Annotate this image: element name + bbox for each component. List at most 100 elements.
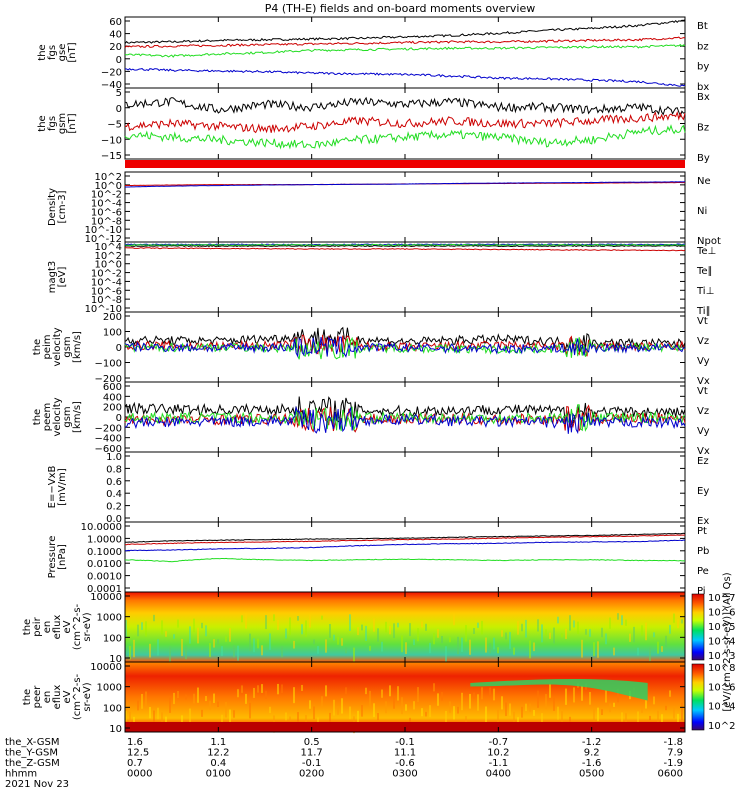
legend-Vt: Vt	[697, 316, 708, 327]
spectrogram-streak	[213, 639, 215, 648]
spectrogram-streak	[337, 637, 339, 645]
series-Bz	[124, 110, 686, 134]
spectrogram-streak	[157, 639, 159, 656]
legend-Vz: Vz	[697, 336, 709, 347]
spectrogram-streak	[173, 692, 175, 705]
spectrogram-streak	[297, 711, 299, 728]
spectrogram-streak	[481, 687, 483, 700]
y-tick-label: 0.0010	[87, 572, 122, 583]
spectrogram-streak	[553, 697, 555, 711]
spectrogram-streak	[413, 639, 415, 646]
series-Bx	[124, 96, 686, 118]
spectrogram-streak	[557, 616, 559, 624]
spectrogram-streak	[629, 633, 631, 642]
spectrogram-streak	[317, 646, 319, 654]
y-tick-label: 40	[109, 30, 122, 41]
colorbar-tick: 10^2	[708, 721, 735, 732]
colorbar-tick: 10^8	[708, 663, 735, 674]
legend-Bx: Bx	[697, 92, 710, 103]
spectrogram-streak	[185, 694, 187, 700]
y-tick-label: 1.0	[106, 452, 122, 463]
legend-Vy: Vy	[697, 356, 710, 367]
y-tick-label: 0.8	[106, 464, 122, 475]
spectrogram-streak	[473, 692, 475, 699]
y-axis-label: [mV/m]	[57, 468, 68, 506]
spectrogram-streak	[305, 715, 307, 725]
legend-Pi: Pi	[697, 586, 706, 597]
spectrogram-streak	[265, 690, 267, 700]
series-Te⊥	[124, 247, 686, 252]
spectrogram-streak	[537, 690, 539, 708]
y-axis-label: (cm^2-s-	[72, 603, 83, 650]
spectrogram-streak	[409, 623, 411, 637]
ephemeris-value: 0500	[579, 769, 604, 780]
spectrogram-streak	[281, 646, 283, 658]
spectrogram-streak	[173, 634, 175, 639]
panel-temperature: magt3 [eV]10^410^210^010^-210^-410^-610^-…	[47, 241, 716, 317]
spectrogram-streak	[633, 626, 635, 643]
spectrogram-streak	[509, 631, 511, 649]
spectrogram-streak	[677, 713, 679, 724]
spectrogram-streak	[313, 706, 315, 720]
y-tick-label: 100	[103, 633, 122, 644]
ephemeris-value: 0.5	[304, 737, 320, 748]
spectrogram-streak	[517, 620, 519, 635]
spectrogram-streak	[369, 645, 371, 651]
series-Vx	[124, 405, 686, 435]
spectrogram-streak	[177, 619, 179, 628]
panel-density: Density [cm-3]10^210^010^-210^-410^-610^-…	[47, 171, 721, 247]
spectrogram-streak	[273, 614, 275, 622]
y-axis-label: gse	[57, 44, 68, 62]
spectrogram-streak	[361, 705, 363, 717]
y-tick-label: 10^-2	[91, 269, 122, 280]
y-axis-label: fgs	[47, 45, 58, 60]
series-Vy	[124, 404, 686, 432]
ephemeris-value: 1.6	[127, 737, 143, 748]
ephemeris-value: 0000	[127, 769, 152, 780]
spectrogram-streak	[657, 641, 659, 654]
spectrogram-streak	[325, 639, 327, 653]
series-Bt	[124, 19, 686, 44]
spectrogram-streak	[153, 614, 155, 622]
y-tick-label: −40	[101, 80, 122, 91]
y-tick-label: 5	[116, 88, 122, 99]
spectrogram-streak	[269, 633, 271, 650]
spectrogram-streak	[177, 690, 179, 699]
spectrogram-streak	[641, 707, 643, 713]
spectrogram-streak	[389, 685, 391, 697]
spectrogram-streak	[601, 627, 603, 638]
spectrogram-streak	[669, 624, 671, 634]
spectrogram-streak	[417, 687, 419, 703]
series-Pt	[124, 532, 686, 543]
colorbar	[691, 663, 705, 731]
spectrogram-streak	[249, 702, 251, 719]
ephemeris-value: 0100	[206, 769, 231, 780]
spectrogram-streak	[525, 619, 527, 638]
ephemeris-value: 9.2	[584, 748, 600, 759]
spectrogram-streak	[349, 706, 351, 720]
y-tick-label: 10^-4	[91, 277, 122, 288]
y-tick-label: 10^-10	[85, 225, 122, 236]
spectrogram-streak	[621, 712, 623, 722]
spectrogram-streak	[225, 702, 227, 718]
spectrogram-streak	[209, 700, 211, 710]
y-tick-label: −20	[101, 67, 122, 78]
spectrogram-streak	[593, 708, 595, 722]
spectrogram-streak	[149, 643, 151, 658]
spectrogram-streak	[549, 684, 551, 698]
spectrogram-streak	[453, 613, 455, 626]
legend-by: by	[697, 62, 709, 73]
spectrogram-streak	[161, 712, 163, 724]
legend-Vy: Vy	[697, 426, 710, 437]
spectrogram-streak	[333, 699, 335, 716]
spectrogram-streak	[269, 706, 271, 714]
spectrogram-streak	[421, 621, 423, 628]
spectrogram-streak	[361, 624, 363, 631]
spectrogram-streak	[345, 687, 347, 695]
spectrogram-streak	[261, 684, 263, 693]
spectrogram-streak	[237, 645, 239, 661]
spectrogram-streak	[669, 690, 671, 697]
y-tick-label: 10^-10	[85, 304, 122, 315]
series-Vx	[124, 336, 685, 359]
y-axis-label: the	[22, 689, 33, 705]
